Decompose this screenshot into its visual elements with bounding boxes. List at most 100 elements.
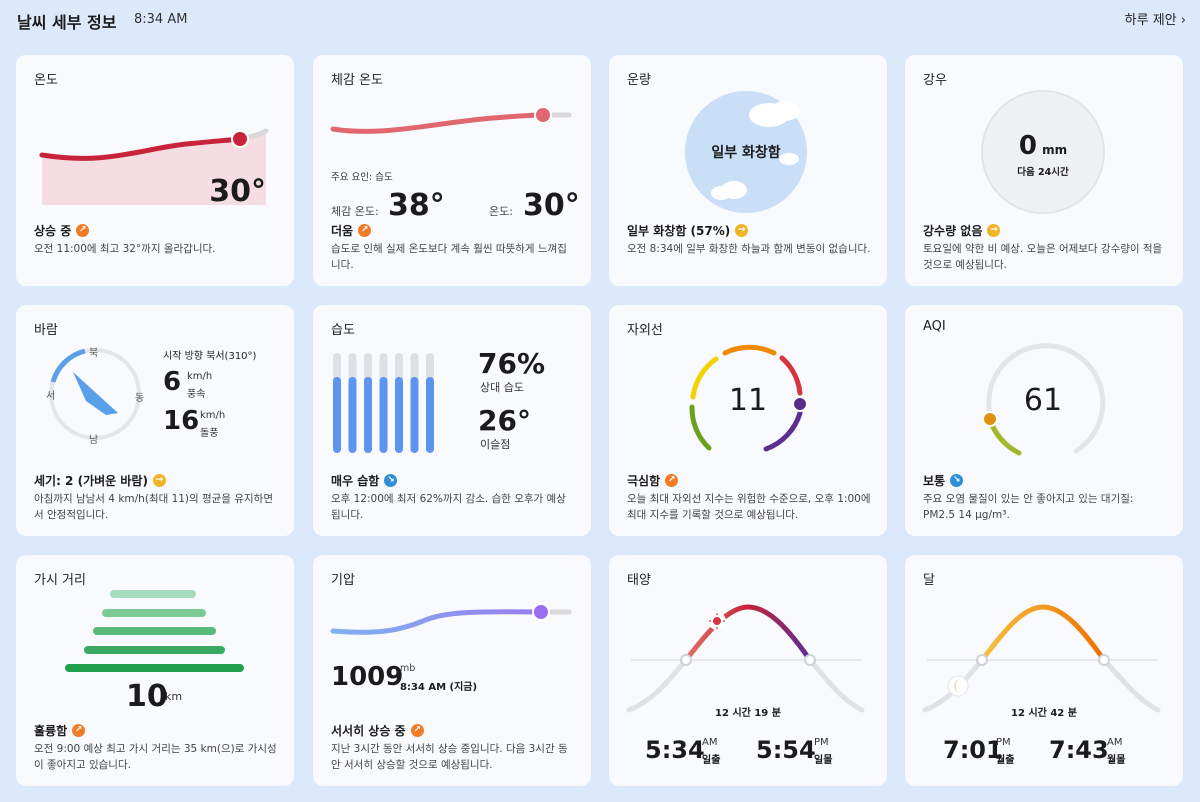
status-text: 강수량 없음 → (923, 222, 1001, 239)
gust-value: 16 (163, 406, 200, 436)
moon-arc (922, 604, 1161, 713)
card-title: 온도 (34, 73, 58, 88)
moonrise-time: 7:01 (943, 736, 1003, 764)
cloud-cover-label: 일부 화창함 (711, 145, 781, 161)
dew-point-value: 26° (478, 404, 531, 437)
trend-flat-icon: → (987, 224, 1001, 237)
description: 오전 11:00에 최고 32°까지 올라갑니다. (34, 243, 216, 255)
daily-suggestion-link[interactable]: 하루 제안 › (1125, 9, 1186, 28)
pressure-card[interactable]: 기압 1009 mb 8:34 AM (지금) 서서히 상승 중 ↗ 지난 3시간… (313, 555, 591, 786)
sunset-time: 5:54 (756, 736, 816, 764)
rainfall-value: 0 (1018, 131, 1037, 161)
card-title: 가시 거리 (34, 573, 86, 588)
sunrise-time: 5:34 (645, 736, 705, 764)
status-label: 보통 (923, 474, 946, 488)
card-title: 체감 온도 (331, 73, 383, 88)
trend-flat-icon: → (152, 474, 166, 487)
feels-like-card[interactable]: 체감 온도 주요 요인: 습도 체감 온도: 38° 온도: 30° 더움 ↗ 습… (313, 55, 591, 286)
daily-suggestion-label: 하루 제안 (1124, 13, 1177, 28)
sun-card[interactable]: 태양 12 시간 19 분 5:34 AM 일출 5:54 PM 일몰 (609, 555, 887, 786)
status-label: 더움 (331, 224, 354, 238)
description: 지난 3시간 동안 서서히 상승 중입니다. 다음 3시간 동안 서서히 상승할… (331, 743, 568, 771)
cloud-cover-card[interactable]: 운량 일부 화창함 일부 화창함 (57%) → 오전 8:34에 일부 화창한 … (609, 55, 887, 286)
feels-like-label: 체감 온도: (331, 205, 379, 218)
sunset-label: 일몰 (814, 755, 833, 766)
status-text: 상승 중 ↗ (34, 222, 90, 239)
humidity-bars (333, 353, 434, 453)
trend-flat-icon: → (735, 224, 749, 237)
wind-speed-value: 6 (163, 367, 182, 397)
uv-value: 11 (728, 383, 768, 418)
feels-like-value: 38° (388, 188, 445, 223)
card-title: 운량 (627, 73, 651, 88)
compass-south: 남 (89, 435, 99, 446)
uv-index-card[interactable]: 자외선 11 극심함 ↗ 오늘 최대 자외선 지수는 위험한 수준으로, 오후 1… (609, 305, 887, 536)
aqi-card[interactable]: AQI 61 보통 ↘ 주요 오염 물질이 있는 안 좋아지고 있는 대기질: P… (905, 305, 1183, 536)
sunset-ampm: PM (814, 737, 829, 748)
humidity-bar (410, 377, 419, 453)
status-label: 세기: 2 (가벼운 바람) (34, 474, 148, 488)
card-title: 달 (923, 573, 935, 588)
status-label: 극심함 (627, 474, 661, 488)
card-title: 태양 (627, 573, 651, 588)
humidity-card[interactable]: 습도 76% 상대 습도 26° 이슬점 매우 습함 ↘ 오후 12:00에 최저… (313, 305, 591, 536)
temperature-card[interactable]: 온도 30° 상승 중 ↗ 오전 11:00에 최고 32°까지 올라갑니다. (16, 55, 294, 286)
description: 오늘 최대 자외선 지수는 위험한 수준으로, 오후 1:00에 최대 지수를 … (627, 493, 871, 521)
dew-point-label: 이슬점 (480, 438, 511, 451)
wind-card[interactable]: 바람 북 남 서 동 시작 방향 북서(310°) 6 km/h 풍속 16 k… (16, 305, 294, 536)
gust-label: 돌풍 (200, 428, 219, 439)
status-label: 일부 화창함 (57%) (627, 224, 731, 238)
description: 아침까지 남남서 4 km/h(최대 11)의 평균을 유지하면서 안정적입니다… (34, 493, 273, 521)
description: 오전 8:34에 일부 화창한 하늘과 함께 변동이 없습니다. (627, 243, 871, 255)
rainfall-card[interactable]: 강우 0 mm 다음 24시간 강수량 없음 → 토요일에 약한 비 예상. 오늘… (905, 55, 1183, 286)
trend-down-icon: ↘ (950, 474, 964, 487)
card-title: 강우 (923, 73, 947, 88)
humidity-bar (379, 377, 388, 453)
page-title: 날씨 세부 정보 (17, 13, 117, 32)
status-label: 매우 습함 (331, 474, 380, 488)
moonrise-ampm: PM (996, 737, 1011, 748)
sun-arc (626, 604, 865, 713)
wind-speed-label: 풍속 (187, 389, 206, 400)
sunrise-ampm: AM (702, 737, 718, 748)
status-text: 매우 습함 ↘ (331, 472, 398, 489)
status-label: 서서히 상승 중 (331, 724, 406, 738)
visibility-unit: km (165, 690, 183, 703)
temperature-graph (39, 128, 269, 205)
chevron-right-icon: › (1180, 13, 1186, 28)
compass-east: 동 (135, 393, 145, 404)
visibility-value: 10 (126, 679, 168, 714)
description: 습도로 인해 실제 온도보다 계속 훨씬 따뜻하게 느껴집니다. (331, 243, 567, 271)
status-text: 더움 ↗ (331, 222, 372, 239)
trend-down-icon: ↘ (384, 474, 398, 487)
rainfall-amount: 0 mm (983, 131, 1103, 161)
status-text: 일부 화창함 (57%) → (627, 222, 749, 239)
wind-speed-unit: km/h (187, 371, 213, 382)
humidity-value: 76% (478, 347, 546, 380)
compass-north: 북 (89, 348, 99, 359)
moonset-label: 월몰 (1107, 755, 1126, 766)
aqi-value: 61 (1023, 383, 1063, 418)
pressure-graph (330, 603, 572, 635)
status-text: 서서히 상승 중 ↗ (331, 722, 424, 739)
main-factor: 주요 요인: 습도 (331, 172, 393, 183)
moon-card[interactable]: 달 12 시간 42 분 7:01 PM 월출 7:43 AM 월몰 (905, 555, 1183, 786)
uv-gauge (689, 344, 808, 452)
rainfall-gauge (981, 90, 1105, 214)
status-text: 보통 ↘ (923, 472, 964, 489)
card-title: 바람 (34, 323, 58, 338)
moonset-ampm: AM (1107, 737, 1123, 748)
description: 오후 12:00에 최저 62%까지 감소. 습한 오후가 예상됩니다. (331, 493, 566, 521)
card-title: AQI (923, 319, 946, 334)
visibility-card[interactable]: 가시 거리 10 km 훌륭함 ↗ 오전 9:00 예상 최고 가시 거리는 35… (16, 555, 294, 786)
wind-compass (49, 348, 141, 440)
humidity-bar (333, 377, 341, 453)
status-text: 세기: 2 (가벼운 바람) → (34, 472, 166, 489)
aqi-gauge (982, 343, 1106, 456)
status-text: 훌륭함 ↗ (34, 722, 86, 739)
cloud-cover-graphic (685, 91, 807, 213)
trend-up-icon: ↗ (410, 724, 424, 737)
moonset-time: 7:43 (1049, 736, 1109, 764)
humidity-bar (395, 377, 403, 453)
trend-up-icon: ↗ (76, 224, 90, 237)
